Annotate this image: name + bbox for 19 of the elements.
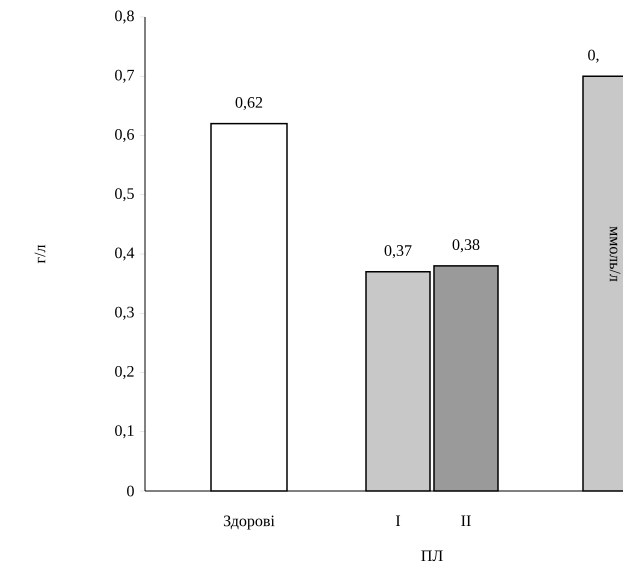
y-tick-label: 0,4: [115, 247, 134, 261]
y-tick-label: 0,3: [115, 306, 134, 320]
data-label: 0,62: [236, 97, 262, 110]
y-tick-label: 0,1: [115, 425, 134, 438]
data-label: 0,37: [384, 245, 412, 258]
y2-axis-title: ммоль/л: [610, 226, 620, 282]
y-tick-label: 0,6: [115, 128, 134, 142]
annotation: 0,: [588, 50, 599, 63]
y-tick-label: 0,5: [115, 188, 134, 202]
y-axis-title: г/л: [34, 244, 46, 264]
x-tick-label: Здорові: [224, 516, 275, 530]
y-tick-label: 0: [127, 486, 134, 496]
x-tick-label: I: [396, 516, 400, 526]
y-tick-label: 0,2: [115, 366, 134, 380]
y-tick-label: 0,8: [115, 10, 134, 24]
x-axis-title: ПЛ: [421, 550, 443, 562]
data-label: 0,38: [452, 239, 480, 252]
y-tick-label: 0,7: [115, 70, 134, 83]
x-tick-label: II: [461, 516, 471, 526]
